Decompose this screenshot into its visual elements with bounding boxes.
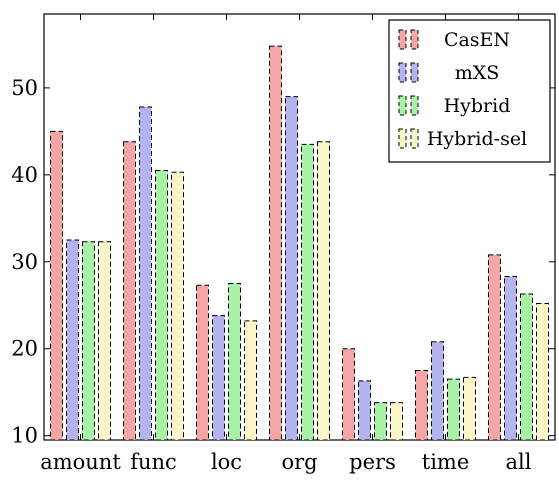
bar-hybrid-all bbox=[520, 293, 533, 441]
bar-hybrid-loc bbox=[228, 283, 241, 441]
x-tick-label: amount bbox=[40, 450, 121, 474]
bars-layer bbox=[50, 45, 549, 441]
bar-mxs-func bbox=[139, 106, 152, 441]
bar-hybrid-sel-time bbox=[463, 376, 476, 441]
x-tick-label: time bbox=[422, 450, 470, 474]
legend-swatch-hybrid-sel bbox=[398, 128, 407, 149]
bar-casen-amount bbox=[50, 130, 63, 441]
bar-hybrid-sel-all bbox=[536, 303, 549, 441]
y-tick-label: 30 bbox=[11, 250, 38, 274]
bar-mxs-loc bbox=[212, 315, 225, 441]
bar-casen-org bbox=[269, 45, 282, 441]
legend-label: Hybrid-sel bbox=[427, 128, 527, 150]
bar-casen-pers bbox=[342, 348, 355, 441]
legend-swatch-mxs bbox=[398, 62, 407, 83]
legend-swatch-hybrid bbox=[398, 95, 407, 116]
bar-casen-func bbox=[123, 141, 136, 441]
x-tick-label: func bbox=[130, 450, 177, 474]
bar-mxs-org bbox=[285, 96, 298, 441]
axes-layer: amount func loc org pers time all 10 20 30 40 50 bbox=[11, 14, 555, 474]
bar-hybrid-amount bbox=[82, 241, 95, 441]
bar-hybrid-org bbox=[301, 143, 314, 441]
bar-mxs-all bbox=[504, 276, 517, 441]
legend-label: Hybrid bbox=[444, 95, 511, 117]
legend-swatch-hybrid bbox=[410, 95, 419, 116]
y-tick-label: 40 bbox=[11, 163, 38, 187]
x-tick-label: all bbox=[506, 450, 532, 474]
bar-hybrid-sel-pers bbox=[390, 402, 403, 441]
bar-casen-loc bbox=[196, 284, 209, 441]
y-tick-label: 50 bbox=[11, 76, 38, 100]
x-tick-label: org bbox=[281, 450, 317, 474]
legend-label: mXS bbox=[455, 62, 500, 84]
bar-hybrid-sel-loc bbox=[244, 320, 257, 441]
legend-swatch-casen bbox=[410, 29, 419, 50]
bar-casen-time bbox=[415, 369, 428, 441]
bar-mxs-time bbox=[431, 341, 444, 441]
bar-hybrid-sel-org bbox=[317, 141, 330, 441]
x-tick-label: pers bbox=[349, 450, 396, 474]
bar-hybrid-time bbox=[447, 378, 460, 441]
legend-swatch-hybrid-sel bbox=[410, 128, 419, 149]
bar-hybrid-func bbox=[155, 169, 168, 441]
y-tick-label: 20 bbox=[11, 337, 38, 361]
y-tick-label: 10 bbox=[11, 424, 38, 448]
legend-swatch-mxs bbox=[410, 62, 419, 83]
x-tick-label: loc bbox=[211, 450, 242, 474]
legend-swatch-casen bbox=[398, 29, 407, 50]
bar-mxs-amount bbox=[66, 239, 79, 441]
bar-casen-all bbox=[488, 254, 501, 441]
bar-hybrid-sel-amount bbox=[98, 241, 111, 441]
legend-label: CasEN bbox=[444, 29, 510, 51]
bar-hybrid-pers bbox=[374, 402, 387, 441]
bar-mxs-pers bbox=[358, 380, 371, 441]
bar-hybrid-sel-func bbox=[171, 171, 184, 441]
legend: CasEN mXS Hybrid Hybrid-sel bbox=[388, 19, 551, 163]
